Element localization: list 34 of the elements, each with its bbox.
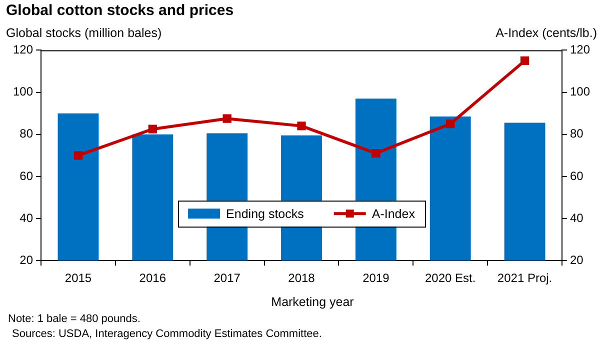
x-tick-label: 2019 [362, 271, 390, 286]
y-tick-label: 80 [20, 126, 34, 141]
point [372, 148, 380, 158]
x-tick-label: 2017 [214, 271, 241, 286]
source-note: Sources: USDA, Interagency Commodity Estimates Committee. [11, 327, 322, 342]
x-tick-label: 2015 [64, 271, 92, 286]
y2-tick-label: 40 [570, 210, 584, 225]
point [520, 56, 530, 66]
y2-tick-label: 20 [570, 252, 584, 267]
y2-tick-label: 100 [570, 84, 590, 99]
text: Note: 1 bale = 480 pounds. [8, 312, 142, 327]
x-tick-label: 2018 [288, 271, 316, 286]
y2-tick-label: 80 [570, 126, 584, 141]
y-tick-label: 60 [20, 168, 34, 183]
x-tick-label: 2021 Proj. [497, 271, 552, 286]
y-axis-title: Global stocks (million bales) [6, 26, 162, 40]
y-tick-label: 100 [12, 84, 34, 99]
point [74, 151, 83, 160]
y-tick-label: 40 [20, 210, 34, 225]
point [222, 114, 232, 123]
y2-tick-label: 120 [570, 42, 590, 57]
legend-label: Ending stocks [226, 207, 304, 222]
legend-label: A-Index [372, 207, 416, 222]
y2-axis-title: A-Index (cents/lb.) [496, 26, 597, 40]
point [446, 120, 455, 128]
x-axis-title: Marketing year [270, 295, 355, 309]
y-tick-label: 120 [12, 42, 34, 57]
x-tick-label: 2016 [139, 271, 166, 286]
y-tick-label: 20 [20, 252, 34, 267]
point [148, 124, 157, 134]
y2-tick-label: 60 [570, 168, 584, 183]
point [297, 122, 306, 130]
chart-title: Global cotton stocks and prices [6, 2, 234, 19]
x-tick-label: 2020 Est. [424, 271, 476, 286]
